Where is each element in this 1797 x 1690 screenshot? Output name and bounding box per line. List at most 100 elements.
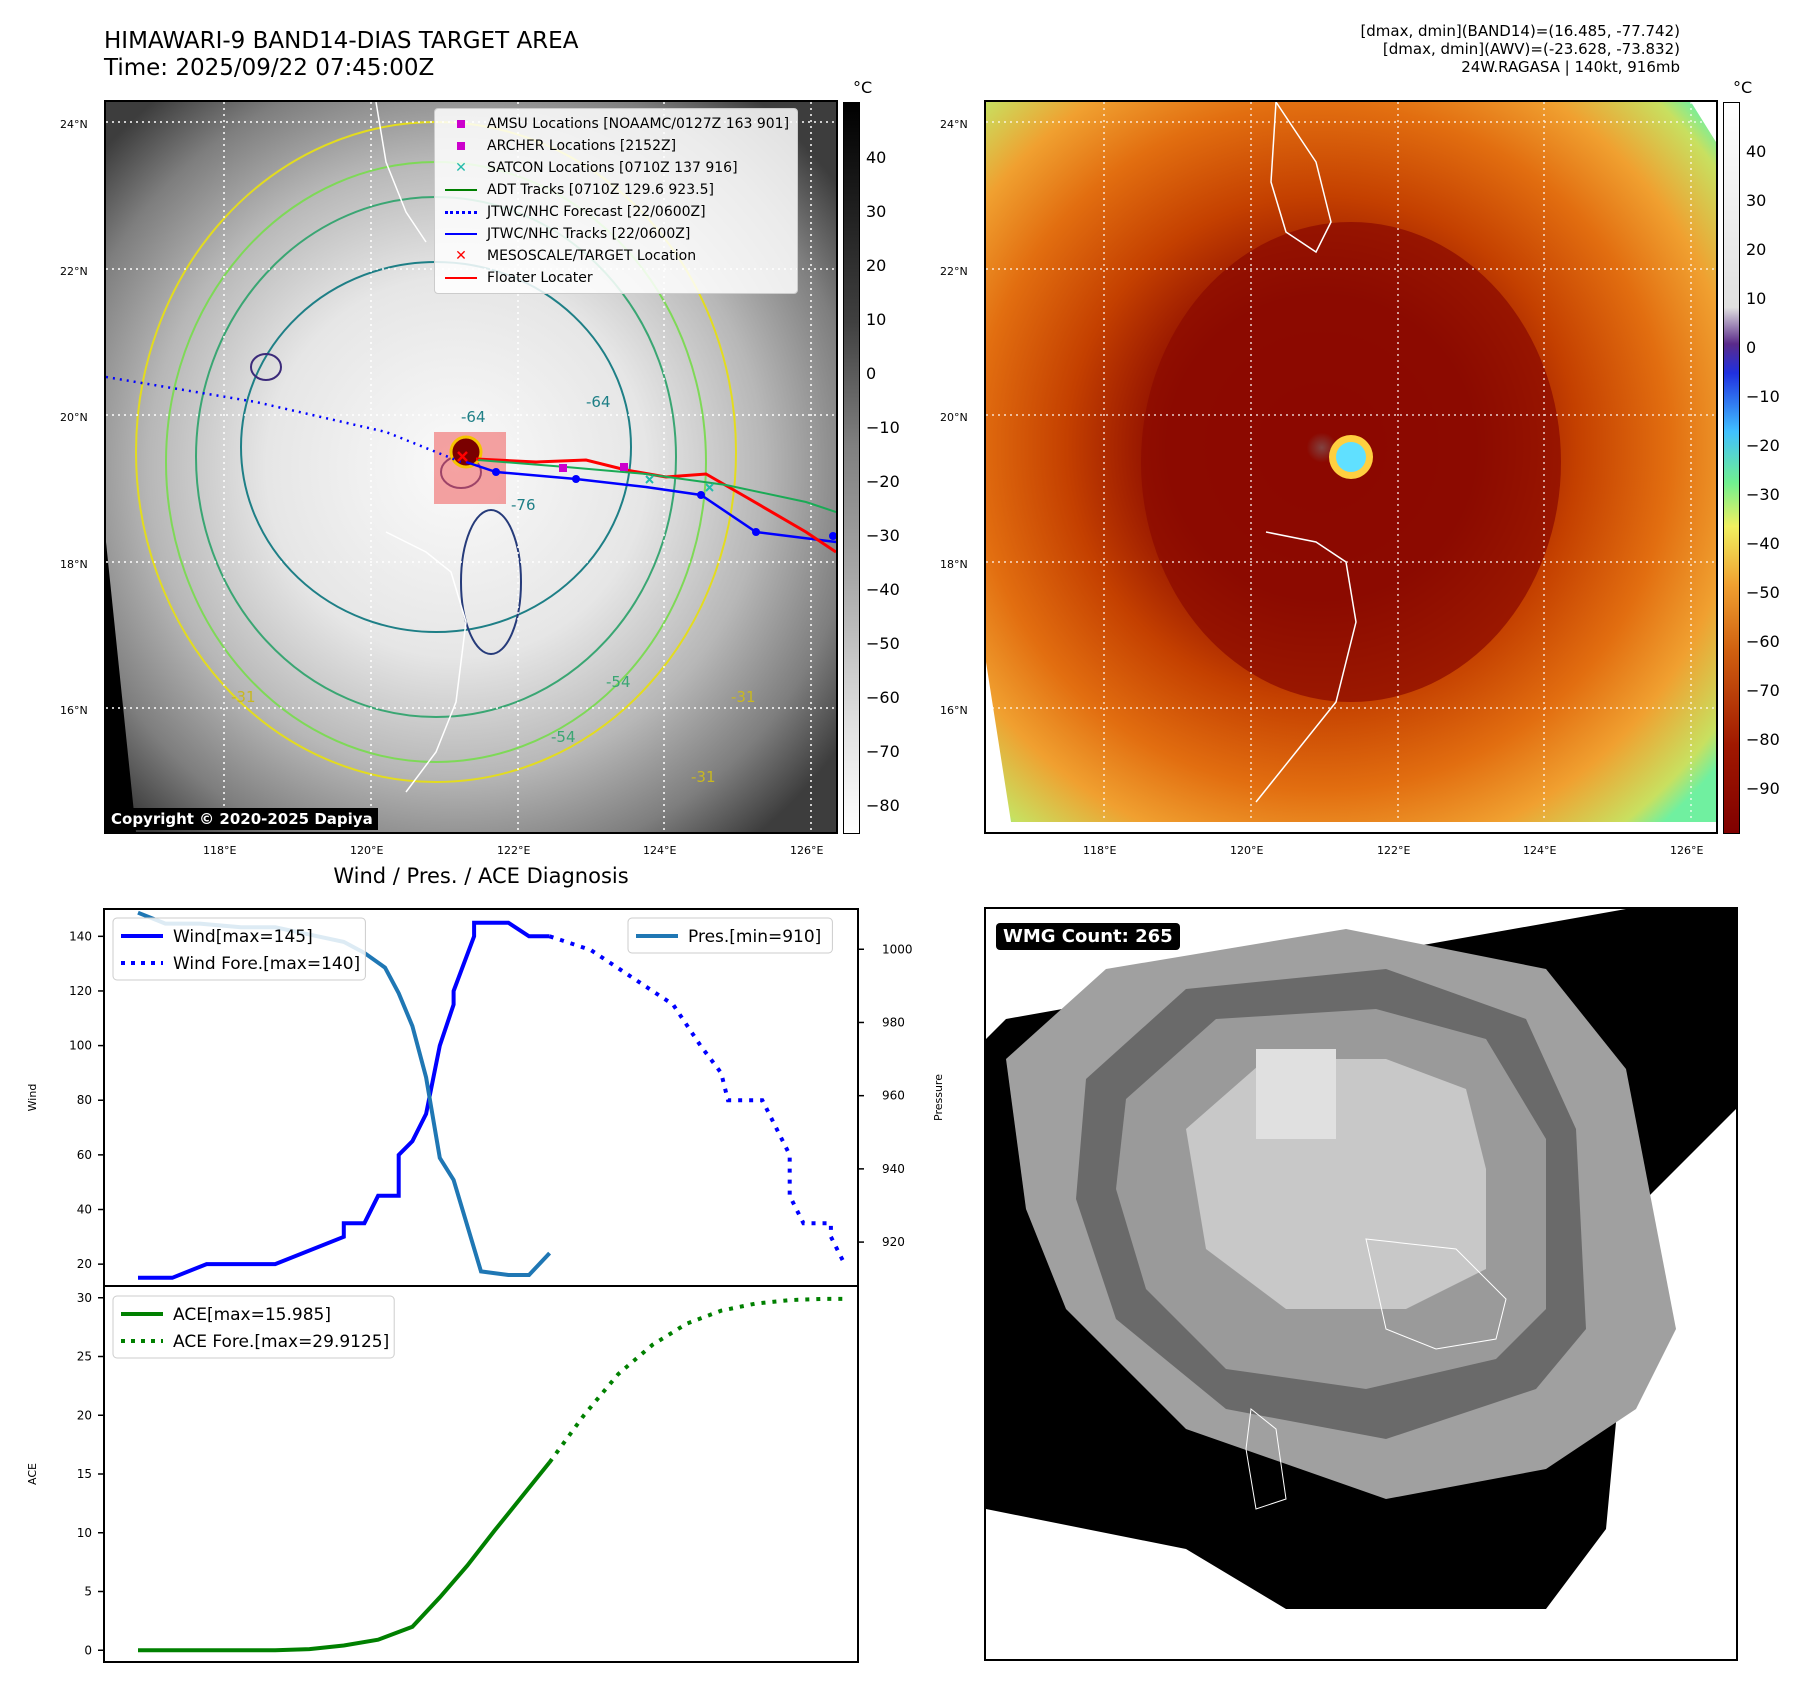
contour-label: -31 [231, 688, 256, 706]
coastline-taiwan [1270, 102, 1332, 254]
lat-label: 16°N [940, 704, 968, 717]
chart-title: HIMAWARI-9 BAND14-DIAS TARGET AREA Time:… [104, 28, 578, 82]
eye-core [1336, 442, 1366, 472]
colorbar-left-ticks: 40 30 20 10 0 −10 −20 −30 −40 −50 −60 −7… [866, 148, 900, 815]
wmg-svg [986, 909, 1736, 1659]
no-data-wedge [106, 542, 136, 832]
wind-pressure-panel: 20 40 60 80 100 120 140 920 940 960 980 1000 Wind Pre… [26, 908, 945, 1287]
legend-row-target: ✕ MESOSCALE/TARGET Location [455, 248, 697, 264]
y-tick-label: 60 [77, 1148, 92, 1162]
y-tick-label: 25 [77, 1350, 92, 1364]
legend-box [112, 917, 366, 981]
contour-label: -54 [606, 673, 631, 691]
series-line [548, 934, 847, 1265]
lon-label: 118°E [1083, 844, 1117, 857]
jtwc-forecast-line [106, 375, 462, 464]
lon-label: 122°E [497, 844, 531, 857]
legend-box [112, 1295, 395, 1359]
colorbar-right-unit: °C [1733, 78, 1753, 97]
legend-label: Wind[max=145] [173, 927, 313, 947]
legend-label: Wind Fore.[max=140] [173, 954, 360, 974]
y-axis-label: Wind [26, 1084, 39, 1112]
map-legend: AMSU Locations [NOAAMC/0127Z 163 901] AR… [434, 108, 799, 294]
lat-label: 18°N [60, 558, 88, 571]
jtwc-track-points [492, 468, 836, 540]
y-tick-label: 140 [69, 929, 92, 943]
lat-label: 20°N [940, 411, 968, 424]
lon-label: 120°E [350, 844, 384, 857]
title-line-2: Time: 2025/09/22 07:45:00Z [104, 55, 435, 81]
contour-label: -31 [731, 688, 756, 706]
legend-row-adt: ADT Tracks [0710Z 129.6 923.5] [443, 179, 789, 201]
satcon-points [645, 475, 714, 492]
colorbar-right-ticks: 40 30 20 10 0 −10 −20 −30 −40 −50 −60 −7… [1746, 142, 1780, 798]
legend-label: ACE Fore.[max=29.9125] [173, 1332, 389, 1352]
lat-label: 22°N [940, 265, 968, 278]
lon-label: 126°E [790, 844, 824, 857]
y-tick-label-right: 920 [882, 1235, 905, 1249]
coastline-taiwan [375, 102, 427, 243]
series-line [138, 1461, 552, 1653]
wmg-coastline [1365, 1238, 1507, 1350]
contour-navy [460, 509, 522, 655]
y-tick-label-right: 980 [882, 1015, 905, 1029]
series-line [547, 1296, 845, 1464]
y-tick-label: 20 [77, 1408, 92, 1422]
legend-row-archer: ARCHER Locations [2152Z] [443, 135, 789, 157]
adt-track-line [477, 459, 836, 513]
wmg-panel: WMG Count: 265 [984, 907, 1738, 1661]
lat-label: 16°N [60, 704, 88, 717]
color-ir-map-panel [984, 100, 1718, 834]
contour-cold-spot [250, 353, 282, 381]
legend-row-satcon: ✕ SATCON Locations [0710Z 137 916] [455, 160, 738, 176]
colorbar-right [1723, 102, 1740, 834]
lon-label: 120°E [1230, 844, 1264, 857]
legend-row-floater: Floater Locater [443, 267, 789, 289]
info-block: [dmax, dmin](BAND14)=(16.485, -77.742) [… [1360, 22, 1680, 76]
ir-map-panel: -64 -64 -76 -54 -54 -31 -31 -31 Copyrigh… [104, 100, 838, 834]
info-line-2: [dmax, dmin](AWV)=(-23.628, -73.832) [1382, 40, 1680, 58]
contour-label: -76 [511, 496, 536, 514]
lat-label: 22°N [60, 265, 88, 278]
y-tick-label-right: 960 [882, 1089, 905, 1103]
wmg-warm-core [1256, 1049, 1336, 1139]
colorbar-left-unit: °C [853, 78, 873, 97]
colorbar-left [843, 102, 860, 834]
color-ir-map-svg [986, 102, 1716, 832]
amsu-points [559, 463, 628, 472]
lat-label: 18°N [940, 558, 968, 571]
legend-label: Pres.[min=910] [688, 927, 821, 947]
y-tick-label-right: 940 [882, 1162, 905, 1176]
legend-row-amsu: AMSU Locations [NOAAMC/0127Z 163 901] [443, 113, 789, 135]
y-tick-label: 30 [77, 1291, 92, 1305]
series-line [138, 920, 550, 1280]
ace-panel: 0 5 10 15 20 25 30 ACE ACE[max=15.985] ACE Fore.[… [26, 1285, 859, 1663]
coastline-luzon [385, 531, 467, 793]
diagnosis-title: Wind / Pres. / ACE Diagnosis [333, 864, 629, 888]
y-tick-label: 10 [77, 1526, 92, 1540]
y-tick-label: 80 [77, 1093, 92, 1107]
coastline-luzon [1255, 531, 1357, 803]
contour-label: -54 [551, 728, 576, 746]
contour-label: -31 [691, 768, 716, 786]
lon-label: 124°E [643, 844, 677, 857]
lon-label: 126°E [1670, 844, 1704, 857]
y-axis-label-right: Pressure [932, 1074, 945, 1121]
lat-label: 24°N [940, 118, 968, 131]
lon-label: 118°E [203, 844, 237, 857]
y-tick-label: 20 [77, 1257, 92, 1271]
y-tick-label: 0 [84, 1643, 92, 1657]
y-tick-label: 100 [69, 1039, 92, 1053]
legend-row-jtwc-tracks: JTWC/NHC Tracks [22/0600Z] [443, 223, 789, 245]
legend-row-jtwc-forecast: JTWC/NHC Forecast [22/0600Z] [443, 201, 789, 223]
y-tick-label-right: 1000 [882, 942, 913, 956]
y-tick-label: 15 [77, 1467, 92, 1481]
lat-label: 24°N [60, 118, 88, 131]
legend-box [627, 917, 833, 954]
info-line-3: 24W.RAGASA | 140kt, 916mb [1461, 58, 1680, 76]
y-axis-label: ACE [26, 1463, 39, 1485]
y-tick-label: 40 [77, 1203, 92, 1217]
info-line-1: [dmax, dmin](BAND14)=(16.485, -77.742) [1360, 22, 1680, 40]
contour-label: -64 [461, 408, 486, 426]
legend-label: ACE[max=15.985] [173, 1305, 331, 1325]
